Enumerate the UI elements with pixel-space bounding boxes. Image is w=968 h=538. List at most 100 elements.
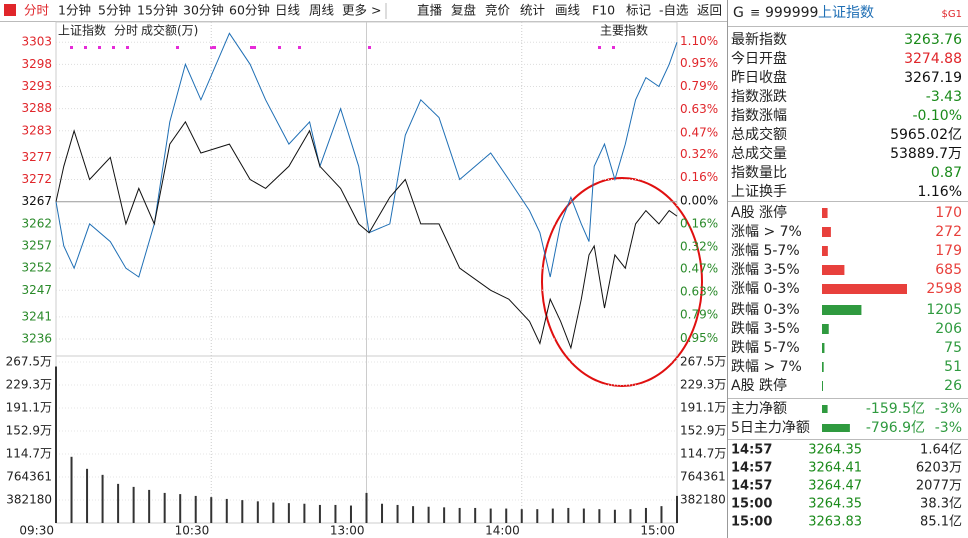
volume-tick-label-right: 114.7万 [680,446,726,460]
toolbar-tab[interactable]: 周线 [309,3,335,18]
breadth-label: 跌幅 0-3% [731,302,800,318]
y2-tick-label: 0.47% [680,261,718,275]
marker [250,46,256,49]
volume-bar [381,503,384,523]
quote-value: 3263.76 [904,32,962,48]
header-name: 上证指数 [818,5,874,21]
toolbar-tab[interactable]: 分时 [24,3,50,18]
quote-label: 上证换手 [731,183,787,200]
x-tick-label: 14:00 [485,524,520,538]
breadth-label: 涨幅 3-5% [731,262,800,278]
volume-bar [86,468,89,523]
quote-label: 指数涨跌 [731,89,787,105]
toolbar-tool[interactable]: 竞价 [485,3,511,18]
trade-price: 3264.47 [808,479,862,494]
volume-bar [551,508,554,523]
flow-pct: -3% [935,420,962,436]
trade-amount: 1.64亿 [920,443,962,458]
volume-tick-label: 229.3万 [6,377,52,391]
tab-icon [4,4,16,16]
volume-bar [272,502,275,523]
volume-bar [179,494,182,523]
quote-label: 今日开盘 [731,50,787,67]
quote-value: -0.10% [912,108,962,124]
toolbar-tool[interactable]: 标记 [626,3,652,18]
y2-tick-label: 0.79% [680,308,718,322]
volume-bar [117,483,120,523]
marker [70,46,73,49]
trade-amount: 85.1亿 [920,515,962,530]
toolbar-tool[interactable]: -自选 [659,3,689,18]
y-tick-label: 3298 [21,57,52,71]
y-tick-label: 3267 [21,194,52,208]
toolbar-tool[interactable]: F10 [592,3,615,18]
toolbar-tab[interactable]: 15分钟 [137,3,178,18]
flow-value: -159.5亿 [866,401,925,417]
volume-bar [287,503,290,523]
y-tick-label: 3252 [21,261,52,275]
y2-tick-label: 0.00% [680,193,718,207]
breadth-bar [822,265,845,275]
volume-bar [676,495,678,523]
toolbar-tool[interactable]: 复盘 [451,3,476,18]
y-tick-label: 3288 [21,101,52,115]
toolbar-tab[interactable]: 5分钟 [98,3,131,18]
trade-price: 3263.83 [808,515,862,530]
volume-bar [629,509,632,523]
trade-amount: 6203万 [916,461,962,476]
volume-bar [365,492,368,523]
y2-tick-label: 0.63% [680,285,718,299]
toolbar-tab[interactable]: 60分钟 [229,3,270,18]
volume-bar [194,495,197,523]
breadth-label: A股 涨停 [731,204,787,221]
breadth-value: 179 [935,243,962,259]
volume-tick-label: 114.7万 [6,446,52,460]
volume-bar [55,366,57,523]
y2-tick-label: 0.79% [680,79,718,93]
y-tick-label: 3303 [21,35,52,49]
volume-bar [241,500,244,523]
breadth-label: 跌幅 > 7% [731,359,802,375]
price-line [55,120,678,350]
breadth-label: A股 跌停 [731,377,787,394]
volume-bar [318,504,321,523]
y2-tick-label: 0.47% [680,125,718,139]
breadth-bar [822,284,907,294]
toolbar-tool[interactable]: 返回 [697,3,722,18]
volume-tick-label: 267.5万 [6,355,52,369]
toolbar-tool[interactable]: 统计 [520,3,545,18]
volume-bar [660,506,663,523]
marker [612,46,615,49]
volume-bar [582,508,585,523]
y-tick-label: 3247 [21,283,52,297]
marker [278,46,281,49]
toolbar-tab[interactable]: 日线 [275,3,301,18]
volume-bar [148,489,151,523]
flow-bar [822,424,850,432]
y-tick-label: 3283 [21,123,52,137]
trade-price: 3264.35 [808,443,862,458]
toolbar-tool[interactable]: 直播 [417,3,443,18]
trade-time: 14:57 [731,479,772,494]
flow-pct: -3% [935,401,962,417]
marker [176,46,179,49]
trade-time: 14:57 [731,461,772,476]
quote-value: 1.16% [918,184,962,200]
toolbar-tab[interactable]: 30分钟 [183,3,224,18]
y-tick-label: 3241 [21,309,52,323]
toolbar-tab[interactable]: 更多 > [342,3,381,18]
y2-tick-label: 0.63% [680,102,718,116]
quote-value: 3274.88 [904,51,962,67]
toolbar-tool[interactable]: 画线 [555,3,581,18]
volume-bar [101,474,104,523]
breadth-value: 272 [935,224,962,240]
volume-bar [132,486,135,523]
x-tick-label: 10:30 [175,524,210,538]
volume-bar [334,504,337,523]
marker [126,46,129,49]
volume-bar [489,508,492,523]
toolbar-tab[interactable]: 1分钟 [58,3,91,18]
marker [84,46,87,49]
chart-title: 上证指数 [58,23,106,38]
